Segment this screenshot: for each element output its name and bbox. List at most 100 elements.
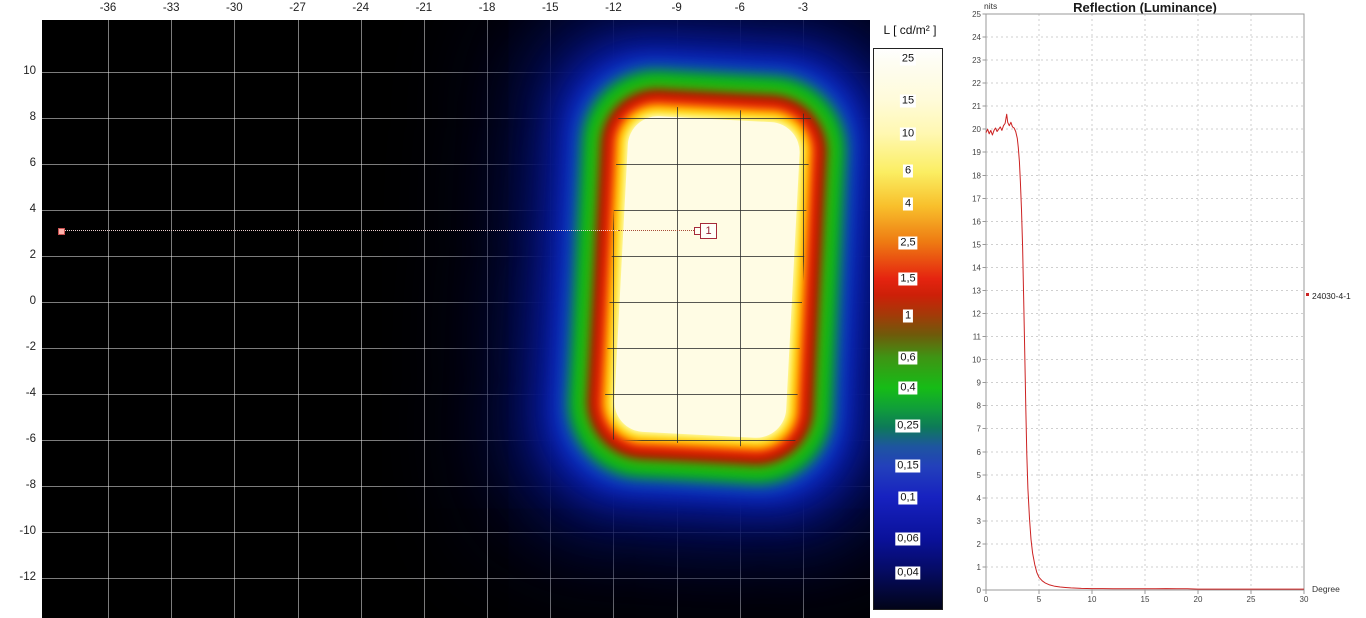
probe-leader-line-inner (618, 230, 694, 231)
map-x-tick-label: -36 (99, 2, 117, 14)
map-x-tick-label: -30 (226, 2, 243, 14)
series-legend-label: 24030-4-1 (1312, 291, 1351, 301)
colorbar-tick-label: 25 (899, 52, 917, 66)
y-unit-label: nits (984, 1, 997, 11)
x-tick-label: 5 (1037, 595, 1042, 604)
map-x-tick-label: -18 (478, 2, 496, 14)
y-tick-label: 3 (977, 517, 982, 526)
map-x-tick-label: -27 (289, 2, 306, 14)
grid-line (603, 164, 811, 165)
colorbar-tick-label: 1 (902, 309, 914, 323)
grid-line (171, 20, 173, 618)
probe-start-dot (58, 228, 65, 235)
reflection-chart: Reflection (Luminance) nits Degree 0 1 23 4… (972, 0, 1351, 604)
y-tick-label: 20 (972, 125, 981, 134)
grid-line (42, 302, 870, 303)
colorbar-tick-label: 0,6 (898, 351, 918, 365)
y-tick-label: 9 (977, 379, 982, 388)
map-y-tick-label: -4 (25, 387, 36, 399)
grid-line (42, 440, 870, 441)
y-tick-label: 21 (972, 102, 981, 111)
y-tick-label: 6 (977, 448, 982, 457)
grid-line (550, 20, 552, 618)
series-line (985, 113, 1304, 590)
grid-line (42, 486, 870, 487)
grid-line (360, 20, 362, 618)
map-y-tick-label: -10 (19, 525, 36, 537)
x-tick-label: 0 (984, 595, 989, 604)
x-tick-label: 25 (1247, 595, 1256, 604)
grid-line (42, 394, 870, 395)
grid-line (42, 348, 870, 349)
grid-line (42, 164, 870, 165)
grid-line (42, 256, 870, 257)
map-x-tick-label: -9 (671, 2, 682, 14)
colorbar-gradient: 25 15 10 6 4 2,5 1,5 1 0,6 0,4 0,25 0,15 0,1 0,06 0,04 (873, 48, 943, 610)
y-tick-label: 18 (972, 171, 981, 180)
y-tick-label: 19 (972, 148, 981, 157)
map-x-tick-label: -24 (352, 2, 370, 14)
grid-line (234, 20, 236, 618)
map-x-tick-label: -12 (605, 2, 622, 14)
map-x-tick-label: -3 (797, 2, 809, 14)
grid-line (603, 348, 811, 349)
colorbar-tick-label: 0,15 (895, 459, 921, 473)
colorbar-tick-label: 0,04 (895, 566, 921, 580)
x-tick-label: 30 (1300, 595, 1309, 604)
y-tick-label: 15 (972, 240, 981, 249)
map-y-tick-label: -8 (25, 479, 36, 491)
map-y-tick-label: 0 (29, 295, 36, 307)
map-y-tick-label: 2 (29, 249, 36, 261)
colorbar-tick-label: 10 (899, 127, 917, 141)
grid-line (603, 302, 811, 303)
series-legend-marker (1306, 293, 1309, 296)
x-tick-label: 15 (1141, 595, 1150, 604)
map-y-tick-label: -12 (19, 571, 36, 583)
colorbar-tick-label: 15 (899, 94, 917, 108)
chart-title: Reflection (Luminance) (1073, 0, 1217, 15)
x-unit-label: Degree (1312, 584, 1340, 594)
y-tick-label: 4 (977, 494, 982, 503)
probe-marker[interactable]: 1 (700, 223, 717, 239)
grid-line (42, 118, 870, 119)
y-tick-label: 0 (977, 586, 982, 595)
probe-leader-line (60, 230, 618, 231)
colorbar-title: L [ cd/m² ] (883, 23, 937, 37)
colorbar-tick-label: 0,1 (898, 491, 918, 505)
grid-line (42, 72, 870, 73)
y-tick-label: 10 (972, 356, 981, 365)
x-tick-label: 10 (1088, 595, 1097, 604)
y-tick-label: 11 (973, 333, 982, 342)
chart-plot-area: 0123456789101112131415161718192021222324… (972, 10, 1309, 604)
y-tick-label: 5 (977, 471, 982, 480)
grid-line (42, 210, 870, 211)
grid-line (108, 20, 109, 618)
x-tick-label: 20 (1194, 595, 1203, 604)
colorbar-tick-label: 4 (902, 197, 914, 211)
y-tick-label: 17 (972, 194, 981, 203)
colorbar-tick-label: 6 (902, 164, 914, 178)
y-tick-label: 22 (972, 79, 981, 88)
map-x-tick-label: -6 (734, 2, 745, 14)
map-y-tick-label: 10 (23, 65, 36, 77)
y-tick-label: 1 (977, 563, 982, 572)
y-tick-label: 23 (972, 56, 981, 65)
grid-line (739, 104, 741, 449)
map-x-tick-label: -33 (162, 2, 180, 14)
grid-line (42, 532, 870, 533)
grid-line (676, 104, 678, 449)
y-tick-label: 7 (977, 425, 982, 434)
y-tick-label: 24 (972, 33, 981, 42)
y-tick-label: 16 (972, 217, 981, 226)
grid-line (613, 104, 615, 449)
grid-line (603, 394, 811, 395)
y-tick-label: 14 (972, 263, 981, 272)
luminance-map-plot[interactable]: 1 (42, 20, 870, 618)
grid-line (603, 440, 811, 441)
colorbar-tick-label: 2,5 (898, 236, 918, 250)
map-y-tick-label: -2 (25, 341, 36, 353)
colorbar-tick-label: 0,4 (898, 381, 918, 395)
map-y-tick-label: 4 (29, 203, 36, 215)
map-x-tick-label: -21 (415, 2, 433, 14)
